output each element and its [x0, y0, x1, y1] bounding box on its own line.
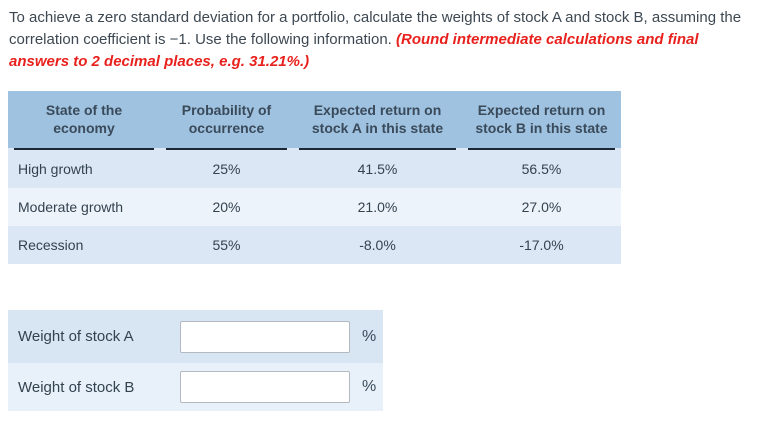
weight-a-percent-sign: % — [362, 327, 377, 345]
weight-b-input[interactable] — [180, 371, 350, 403]
cell-return-a: 21.0% — [293, 188, 462, 226]
cell-state: Moderate growth — [8, 188, 160, 226]
question-emphasis-text: (Round intermediate calculations and fin… — [9, 31, 699, 70]
col-header-probability: Probability of occurrence — [160, 91, 293, 150]
answer-section: Weight of stock A % Weight of stock B % — [8, 310, 383, 411]
economy-states-table: State of the economy Probability of occu… — [8, 91, 621, 264]
col-header-return-stock-b: Expected return on stock B in this state — [462, 91, 621, 150]
weight-b-label: Weight of stock B — [18, 378, 135, 396]
col-header-return-stock-a: Expected return on stock A in this state — [293, 91, 462, 150]
question-text: To achieve a zero standard deviation for… — [0, 0, 757, 73]
cell-probability: 25% — [160, 150, 293, 188]
question-normal-text: To achieve a zero standard deviation for… — [9, 9, 742, 48]
cell-state: High growth — [8, 150, 160, 188]
weight-b-percent-sign: % — [362, 378, 377, 395]
col-header-state-of-economy: State of the economy — [8, 91, 160, 150]
answer-row-weight-a: Weight of stock A % — [8, 310, 383, 363]
answer-row-weight-b: Weight of stock B % — [8, 363, 383, 411]
cell-state: Recession — [8, 226, 160, 264]
cell-return-b: -17.0% — [462, 226, 621, 264]
weight-a-input[interactable] — [180, 320, 350, 353]
table-row-recession: Recession 55% -8.0% -17.0% — [8, 226, 621, 264]
cell-return-a: 41.5% — [293, 150, 462, 188]
cell-probability: 55% — [160, 226, 293, 264]
weight-a-label: Weight of stock A — [18, 328, 134, 345]
cell-return-a: -8.0% — [293, 226, 462, 264]
cell-probability: 20% — [160, 188, 293, 226]
cell-return-b: 56.5% — [462, 150, 621, 188]
cell-return-b: 27.0% — [462, 188, 621, 226]
table-row-high-growth: High growth 25% 41.5% 56.5% — [8, 150, 621, 188]
table-row-moderate-growth: Moderate growth 20% 21.0% 27.0% — [8, 188, 621, 226]
table-header-row: State of the economy Probability of occu… — [8, 91, 621, 150]
